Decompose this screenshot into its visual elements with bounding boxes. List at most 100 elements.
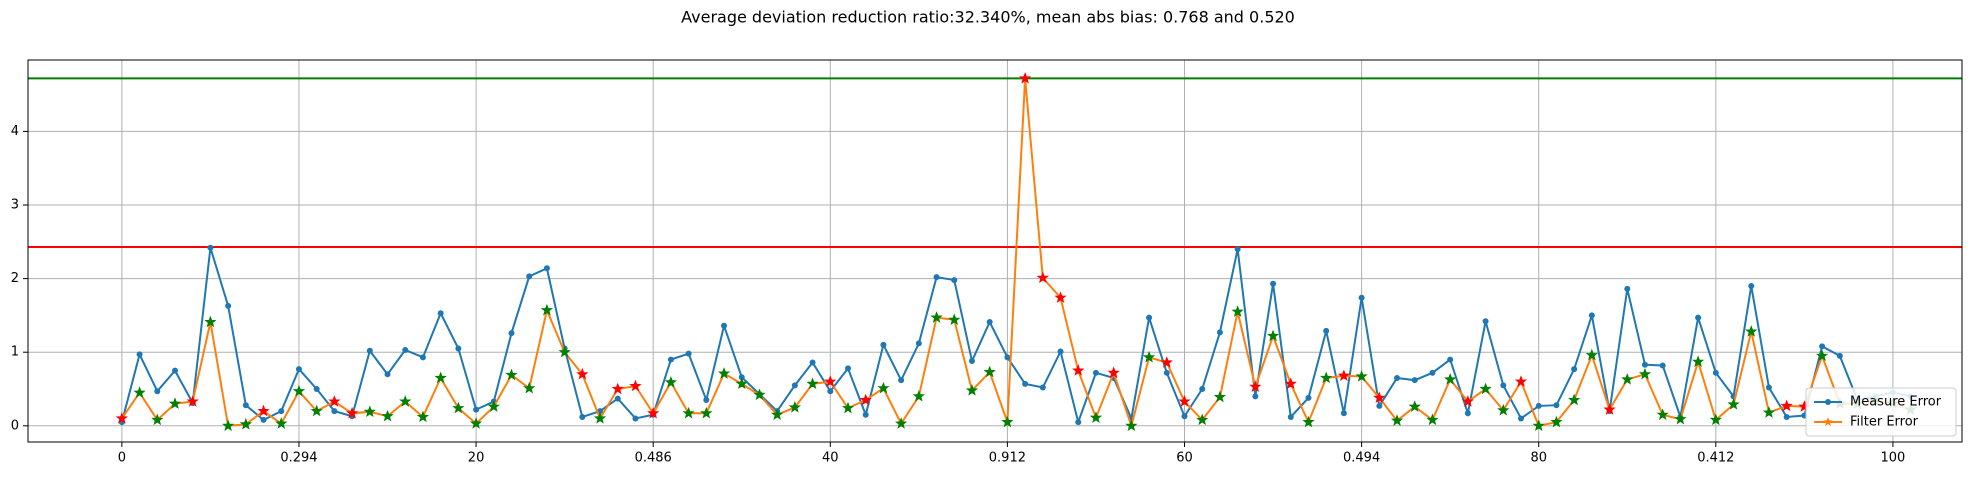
dot-marker [278,408,285,415]
chart-title: Average deviation reduction ratio:32.340… [681,8,1295,27]
dot-marker [1518,415,1525,422]
dot-marker [1057,348,1064,355]
dot-marker [1163,369,1170,376]
star-marker [1479,382,1492,395]
dot-marker [667,356,674,363]
star-marker [1461,395,1474,407]
dot-marker [1624,285,1631,292]
dot-marker [1039,384,1046,391]
star-marker [1656,408,1669,420]
dot-marker [1588,312,1595,319]
plot-frame [27,59,1963,443]
dot-marker [1252,393,1259,400]
dot-marker [1358,294,1365,301]
dot-marker [242,402,249,409]
star-marker [1355,370,1368,382]
star-marker [1692,355,1705,367]
star-marker [1621,373,1634,385]
star-marker [1745,325,1758,337]
x-tick-label: 0 [118,451,126,466]
star-marker [1337,369,1351,381]
star-marker [1390,414,1404,426]
legend-box [1805,387,1957,437]
star-marker [629,379,642,392]
dot-marker [437,310,444,317]
star-marker [1568,393,1581,406]
dot-marker [809,359,816,366]
star-marker [1709,413,1722,426]
dot-marker [1482,318,1489,325]
star-marker [1762,406,1776,418]
dot-marker [1712,369,1719,376]
dot-marker [1394,374,1401,381]
star-marker [682,406,695,419]
dot-marker [207,244,214,251]
star-marker [1444,373,1457,385]
dot-marker [632,415,639,422]
dot-marker [1429,369,1436,376]
star-marker [416,410,430,423]
dot-marker [862,411,869,418]
star-marker [1142,350,1156,363]
star-marker [1514,375,1528,387]
star-marker [133,386,146,398]
star-marker [1780,399,1793,412]
star-marker [1815,349,1829,362]
star-marker [328,395,341,407]
star-marker [540,303,554,316]
dot-marker [1146,314,1153,321]
dot-marker [1695,314,1702,321]
star-marker [895,417,908,429]
dot-marker [1199,386,1206,393]
star-marker [399,395,412,407]
y-tick-label: 2 [11,271,19,286]
star-marker [381,409,394,422]
x-tick-label: 60 [1176,451,1193,466]
dot-marker [685,350,692,357]
star-marker [363,405,376,418]
star-marker [558,345,571,358]
star-marker [1497,403,1510,416]
dot-marker [880,341,887,348]
dot-marker [1004,354,1011,361]
star-marker [523,381,536,394]
dot-marker [933,274,940,281]
star-marker [257,404,270,417]
x-tick-label: 40 [822,451,839,466]
star-marker [487,400,500,412]
dot-marker [1553,402,1560,409]
legend-marker [1825,399,1831,405]
star-marker [1160,356,1173,368]
star-marker [1054,291,1067,303]
dot-marker [154,388,161,395]
dot-marker [384,371,391,378]
star-marker [1249,380,1262,392]
star-marker [930,311,943,323]
star-marker [168,397,182,409]
x-tick-label: 100 [1881,451,1906,466]
dot-marker [915,340,922,347]
dot-marker [225,302,232,309]
dot-marker [1376,402,1383,409]
dot-marker [1075,419,1082,426]
dot-marker [1287,413,1294,420]
star-marker [292,384,306,397]
star-marker [222,419,235,432]
dot-marker [1305,394,1312,401]
star-marker [434,371,447,384]
dot-marker [1836,352,1843,359]
x-tick-label: 80 [1530,451,1547,466]
star-marker [1125,419,1138,432]
legend: Measure Error Filter Error [1805,387,1957,437]
star-marker [310,404,323,417]
dot-marker [508,330,515,337]
dot-marker [526,273,533,280]
dot-marker [614,395,621,402]
dot-marker [986,319,993,326]
star-marker [611,382,624,395]
star-marker [1231,305,1244,317]
star-marker [1532,419,1545,432]
dot-marker [419,354,426,361]
star-marker [965,384,979,396]
